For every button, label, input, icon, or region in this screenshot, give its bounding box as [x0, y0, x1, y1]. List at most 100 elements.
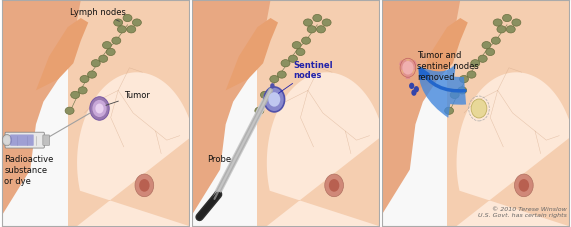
Circle shape — [329, 179, 339, 192]
Circle shape — [409, 83, 415, 90]
Ellipse shape — [502, 15, 512, 22]
Ellipse shape — [301, 38, 311, 45]
Text: Lymph nodes: Lymph nodes — [70, 8, 126, 22]
Ellipse shape — [471, 60, 480, 68]
Circle shape — [93, 100, 107, 118]
Ellipse shape — [114, 20, 123, 27]
Ellipse shape — [132, 20, 142, 27]
Ellipse shape — [486, 49, 494, 56]
Polygon shape — [226, 19, 278, 91]
Wedge shape — [408, 61, 417, 69]
Circle shape — [325, 174, 343, 197]
Ellipse shape — [112, 38, 121, 45]
Ellipse shape — [127, 27, 136, 34]
Polygon shape — [447, 1, 569, 226]
Polygon shape — [2, 1, 81, 215]
Text: Tumor and
sentinel nodes
removed: Tumor and sentinel nodes removed — [417, 50, 479, 81]
Ellipse shape — [87, 72, 96, 79]
Ellipse shape — [322, 20, 331, 27]
FancyBboxPatch shape — [5, 133, 45, 148]
Circle shape — [135, 174, 154, 197]
Text: Tumor: Tumor — [106, 91, 150, 106]
Ellipse shape — [255, 108, 264, 115]
FancyBboxPatch shape — [10, 135, 34, 146]
Wedge shape — [408, 66, 415, 71]
Polygon shape — [457, 73, 571, 226]
Circle shape — [264, 88, 284, 112]
FancyBboxPatch shape — [43, 135, 50, 146]
Ellipse shape — [467, 72, 476, 79]
Ellipse shape — [78, 87, 87, 95]
Ellipse shape — [99, 56, 108, 63]
Ellipse shape — [278, 72, 286, 79]
Ellipse shape — [316, 27, 325, 34]
Ellipse shape — [512, 20, 521, 27]
Circle shape — [411, 90, 417, 96]
Circle shape — [471, 99, 487, 118]
Circle shape — [403, 62, 413, 75]
Circle shape — [270, 84, 275, 89]
Wedge shape — [401, 66, 408, 71]
Polygon shape — [382, 1, 460, 215]
Ellipse shape — [281, 60, 290, 68]
Ellipse shape — [450, 92, 459, 99]
Ellipse shape — [65, 108, 74, 115]
Wedge shape — [408, 69, 413, 73]
Wedge shape — [403, 69, 408, 77]
Circle shape — [268, 93, 280, 107]
Polygon shape — [258, 1, 379, 226]
Text: Radioactive
substance
or dye: Radioactive substance or dye — [4, 154, 54, 185]
FancyArrowPatch shape — [420, 70, 465, 91]
Circle shape — [90, 97, 109, 121]
Ellipse shape — [123, 15, 132, 22]
Ellipse shape — [71, 92, 80, 99]
Circle shape — [95, 104, 103, 114]
Wedge shape — [399, 61, 408, 69]
Wedge shape — [407, 63, 409, 69]
FancyArrowPatch shape — [419, 64, 466, 118]
Ellipse shape — [268, 87, 277, 95]
Ellipse shape — [296, 49, 305, 56]
Ellipse shape — [458, 87, 467, 95]
Text: © 2010 Terese Winslow
U.S. Govt. has certain rights: © 2010 Terese Winslow U.S. Govt. has cer… — [478, 206, 567, 217]
Ellipse shape — [493, 20, 502, 27]
Text: Sentinel
nodes: Sentinel nodes — [279, 60, 332, 94]
Polygon shape — [416, 19, 468, 91]
Ellipse shape — [497, 27, 506, 34]
Circle shape — [2, 135, 11, 146]
Ellipse shape — [91, 60, 100, 68]
Ellipse shape — [445, 108, 453, 115]
Circle shape — [139, 179, 150, 192]
Ellipse shape — [506, 27, 515, 34]
Ellipse shape — [270, 76, 279, 83]
Ellipse shape — [460, 76, 469, 83]
Wedge shape — [403, 69, 408, 73]
Circle shape — [514, 174, 533, 197]
Ellipse shape — [118, 27, 126, 34]
Ellipse shape — [491, 38, 500, 45]
Ellipse shape — [106, 49, 115, 56]
Polygon shape — [36, 19, 89, 91]
Ellipse shape — [482, 42, 491, 49]
Ellipse shape — [313, 15, 322, 22]
Wedge shape — [403, 60, 408, 69]
Ellipse shape — [80, 76, 89, 83]
Ellipse shape — [102, 42, 111, 49]
Ellipse shape — [260, 92, 270, 99]
Wedge shape — [408, 69, 413, 77]
Text: Probe: Probe — [207, 154, 231, 163]
Ellipse shape — [288, 56, 297, 63]
Wedge shape — [405, 69, 411, 80]
Ellipse shape — [292, 42, 301, 49]
Circle shape — [3, 136, 10, 145]
Polygon shape — [267, 73, 384, 226]
Circle shape — [414, 87, 419, 93]
Ellipse shape — [303, 20, 312, 27]
Polygon shape — [77, 73, 194, 226]
Polygon shape — [192, 1, 271, 215]
Circle shape — [518, 179, 529, 192]
Ellipse shape — [307, 27, 316, 34]
Ellipse shape — [478, 56, 487, 63]
Polygon shape — [68, 1, 189, 226]
Wedge shape — [408, 60, 413, 69]
